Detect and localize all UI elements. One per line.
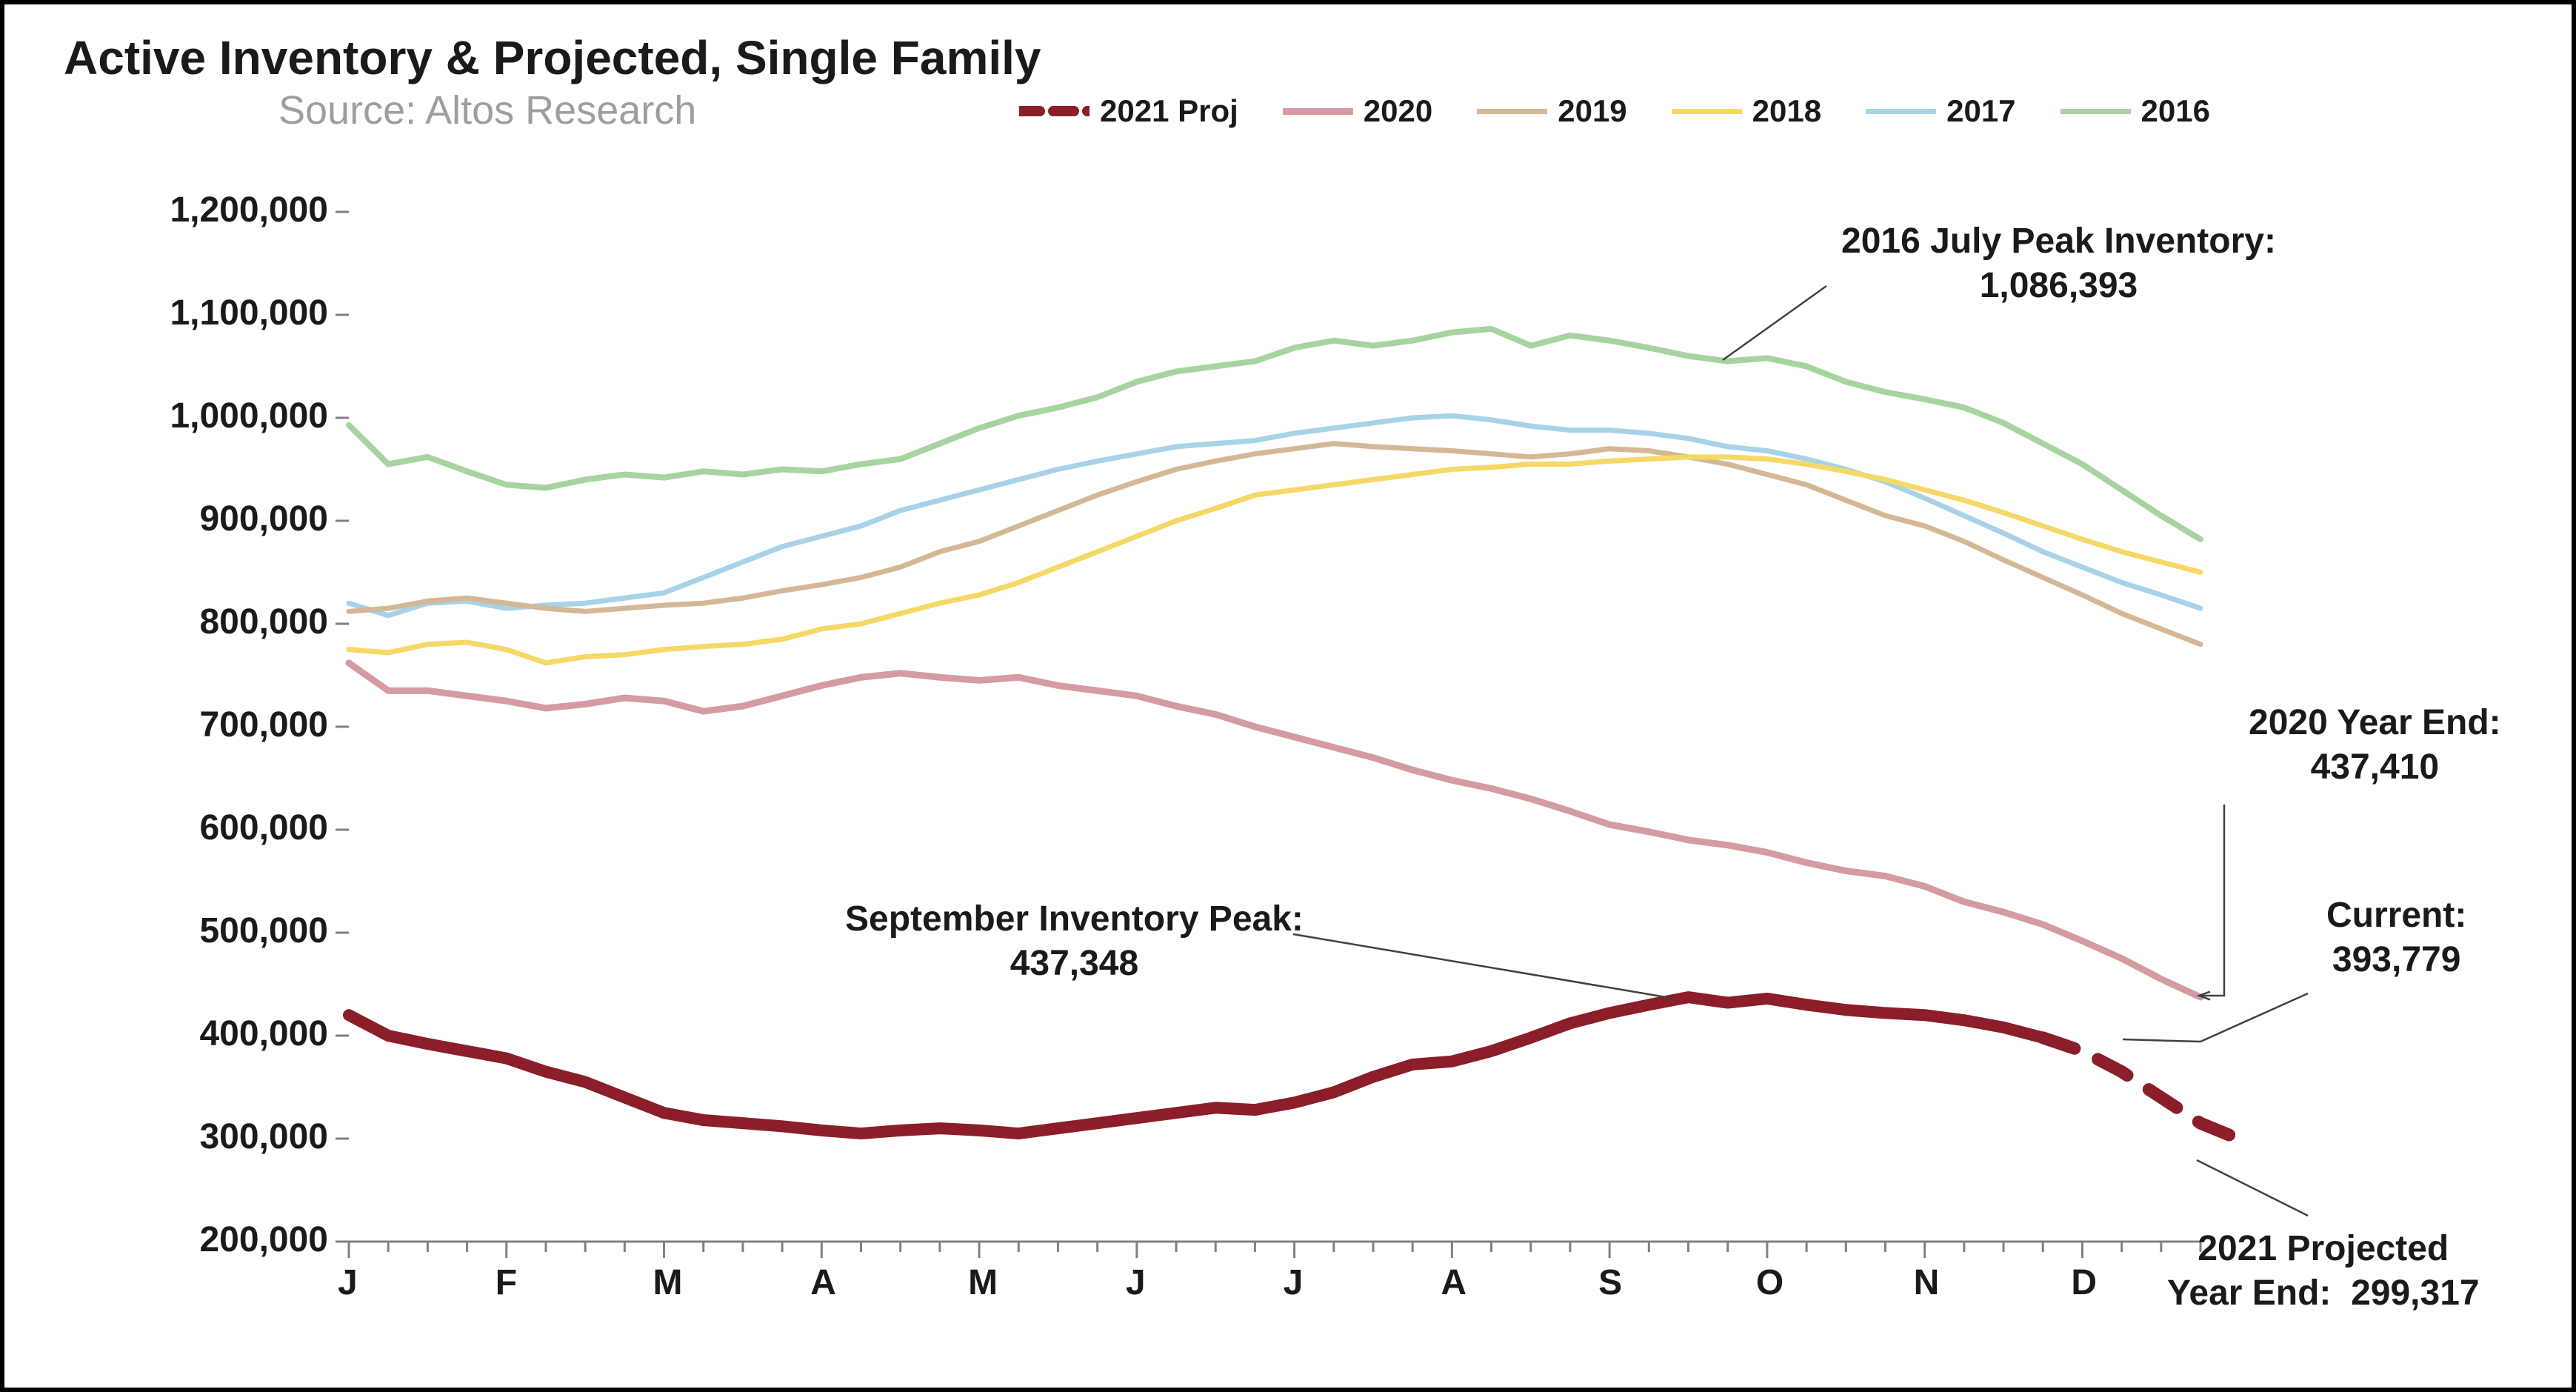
y-tick-label: 900,000 [199, 499, 328, 539]
x-tick-label: N [1914, 1262, 1940, 1303]
y-tick-label: 200,000 [199, 1219, 328, 1260]
x-tick-label: J [338, 1262, 358, 1303]
x-tick-label: J [1284, 1262, 1304, 1303]
x-tick-label: D [2071, 1262, 2097, 1303]
y-tick-label: 700,000 [199, 705, 328, 745]
annotation-sepPeak: September Inventory Peak: 437,348 [845, 897, 1304, 986]
y-tick-label: 600,000 [199, 807, 328, 848]
chart-container: Active Inventory & Projected, Single Fam… [0, 0, 2576, 1392]
series-2017 [349, 416, 2200, 616]
series-2018 [349, 457, 2200, 663]
y-tick-label: 400,000 [199, 1013, 328, 1054]
x-tick-label: F [495, 1262, 517, 1303]
y-tick-label: 300,000 [199, 1116, 328, 1157]
annotation-ye2020: 2020 Year End: 437,410 [2249, 701, 2501, 790]
x-tick-label: M [653, 1262, 683, 1303]
y-tick-label: 1,100,000 [170, 293, 328, 333]
y-tick-label: 800,000 [199, 602, 328, 642]
y-tick-label: 1,000,000 [170, 396, 328, 436]
x-tick-label: A [810, 1262, 836, 1303]
x-tick-label: S [1598, 1262, 1622, 1303]
annotation-proj: 2021 Projected Year End: 299,317 [2167, 1227, 2480, 1316]
y-tick-label: 1,200,000 [170, 190, 328, 230]
x-tick-label: M [968, 1262, 998, 1303]
x-tick-label: A [1441, 1262, 1466, 1303]
x-tick-label: O [1756, 1262, 1783, 1303]
series-2021 [349, 997, 2043, 1133]
annotation-current: Current: 393,779 [2326, 893, 2466, 982]
series-2016 [349, 329, 2200, 539]
chart-plot-area [4, 4, 2572, 1388]
y-tick-label: 500,000 [199, 910, 328, 951]
x-tick-label: J [1126, 1262, 1146, 1303]
annotation-peak2016: 2016 July Peak Inventory: 1,086,393 [1841, 219, 2276, 308]
series-2021proj [2043, 1038, 2240, 1139]
